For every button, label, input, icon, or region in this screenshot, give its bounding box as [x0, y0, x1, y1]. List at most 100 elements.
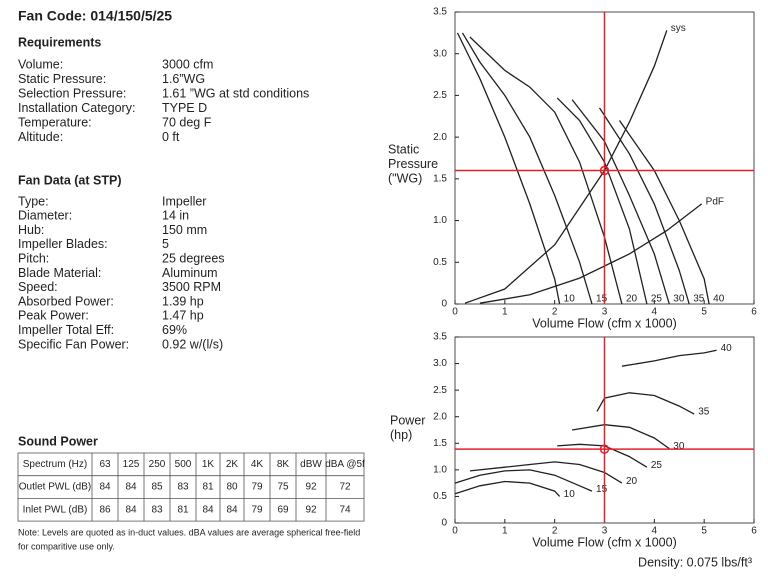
y-tick-label: 2.5	[433, 90, 447, 101]
y-tick-label: 0	[441, 299, 447, 310]
table-cell: dBA @5f	[325, 459, 365, 470]
x-tick-label: 2	[552, 307, 558, 318]
table-cell: 1K	[202, 459, 215, 470]
curve-label: 15	[596, 294, 608, 305]
y-tick-label: 0	[441, 518, 447, 529]
table-cell: Spectrum (Hz)	[23, 459, 87, 470]
field-label: Impeller Total Eff:	[18, 323, 114, 337]
y-tick-label: 2.5	[433, 385, 447, 396]
curve-label: 20	[626, 294, 638, 305]
y-tick-label: 1.0	[433, 215, 447, 226]
field-value: 69%	[162, 323, 187, 337]
table-cell: 79	[251, 482, 263, 493]
title: Fan Code: 014/150/5/25	[18, 8, 172, 24]
x-tick-label: 6	[751, 307, 757, 318]
curve	[454, 480, 561, 497]
field-label: Diameter:	[18, 209, 72, 223]
field-label: Speed:	[18, 280, 58, 294]
field-value: Impeller	[162, 194, 206, 208]
x-tick-label: 4	[652, 526, 658, 537]
section-heading: Fan Data (at STP)	[18, 173, 122, 187]
y-tick-label: 1.0	[433, 464, 447, 475]
curve-label: 40	[713, 294, 725, 305]
field-value: 3500 RPM	[162, 280, 221, 294]
x-tick-label: 3	[602, 307, 608, 318]
table-border	[17, 452, 365, 522]
field-label: Temperature:	[18, 115, 92, 129]
table-cell: 81	[202, 482, 214, 493]
x-tick-label: 0	[452, 307, 458, 318]
x-tick-label: 1	[502, 526, 508, 537]
density: Density: 0.075 lbs/ft³	[638, 555, 752, 569]
field-label: Type:	[18, 194, 49, 208]
field-label: Selection Pressure:	[18, 86, 126, 100]
field-label: Specific Fan Power:	[18, 337, 129, 351]
y-tick-label: 3.0	[433, 358, 447, 369]
field-value: 14 in	[162, 209, 189, 223]
field-label: Blade Material:	[18, 266, 101, 280]
x-axis-label: Volume Flow (cfm x 1000)	[532, 535, 677, 549]
y-tick-label: 0.5	[433, 257, 447, 268]
x-tick-label: 0	[452, 526, 458, 537]
table-cell: 84	[226, 504, 238, 515]
field-label: Static Pressure:	[18, 72, 106, 86]
curve-label: sys	[671, 23, 686, 34]
y-tick-label: 1.5	[433, 438, 447, 449]
y-axis-label: Power	[390, 413, 425, 427]
field-label: Installation Category:	[18, 101, 135, 115]
field-value: 1.39 hp	[162, 294, 204, 308]
curve	[571, 99, 670, 305]
table-cell: 74	[339, 504, 351, 515]
curve-label: 40	[721, 343, 733, 354]
curve-label: 10	[564, 489, 576, 500]
table-cell: 69	[277, 504, 289, 515]
curve	[571, 424, 670, 450]
field-label: Pitch:	[18, 251, 49, 265]
table-cell: Inlet PWL (dB)	[23, 504, 88, 515]
x-tick-label: 1	[502, 307, 508, 318]
curve-label: 30	[673, 294, 685, 305]
note: for comparitive use only.	[18, 541, 115, 551]
table-cell: 125	[123, 459, 140, 470]
y-tick-label: 3.5	[433, 7, 447, 18]
field-value: TYPE D	[162, 101, 207, 115]
table-cell: 80	[226, 482, 238, 493]
table-cell: 84	[202, 504, 214, 515]
field-label: Absorbed Power:	[18, 294, 114, 308]
table-cell: Outlet PWL (dB)	[19, 482, 91, 493]
x-tick-label: 5	[701, 526, 707, 537]
field-value: 70 deg F	[162, 115, 212, 129]
field-label: Altitude:	[18, 130, 63, 144]
field-value: 1.61 ”WG at std conditions	[162, 86, 309, 100]
table-cell: dBW	[300, 459, 322, 470]
x-tick-label: 4	[652, 307, 658, 318]
y-tick-label: 0.5	[433, 491, 447, 502]
table-cell: 84	[125, 504, 137, 515]
x-tick-label: 3	[602, 526, 608, 537]
curve-label: 35	[698, 407, 710, 418]
section-heading: Requirements	[18, 35, 101, 49]
table-cell: 250	[149, 459, 166, 470]
field-value: 150 mm	[162, 223, 207, 237]
field-value: Aluminum	[162, 266, 218, 280]
y-tick-label: 2.0	[433, 132, 447, 143]
table-cell: 85	[151, 482, 163, 493]
operating-point	[599, 165, 610, 176]
table-cell: 83	[151, 504, 163, 515]
table-cell: 84	[99, 482, 111, 493]
y-axis-label: Static	[388, 142, 419, 156]
curve-label: 15	[596, 484, 608, 495]
table-cell: 4K	[251, 459, 264, 470]
field-value: 0.92 w/(l/s)	[162, 337, 223, 351]
curve	[596, 392, 695, 415]
curve	[461, 32, 593, 305]
field-value: 3000 cfm	[162, 57, 213, 71]
y-tick-label: 2.0	[433, 411, 447, 422]
curve-label: 25	[651, 460, 663, 471]
field-label: Volume:	[18, 57, 63, 71]
x-axis-label: Volume Flow (cfm x 1000)	[532, 316, 677, 330]
note: Note: Levels are quoted as in-duct value…	[18, 527, 360, 537]
curve-label: 20	[626, 476, 638, 487]
field-value: 0 ft	[162, 130, 180, 144]
table-cell: 79	[251, 504, 263, 515]
